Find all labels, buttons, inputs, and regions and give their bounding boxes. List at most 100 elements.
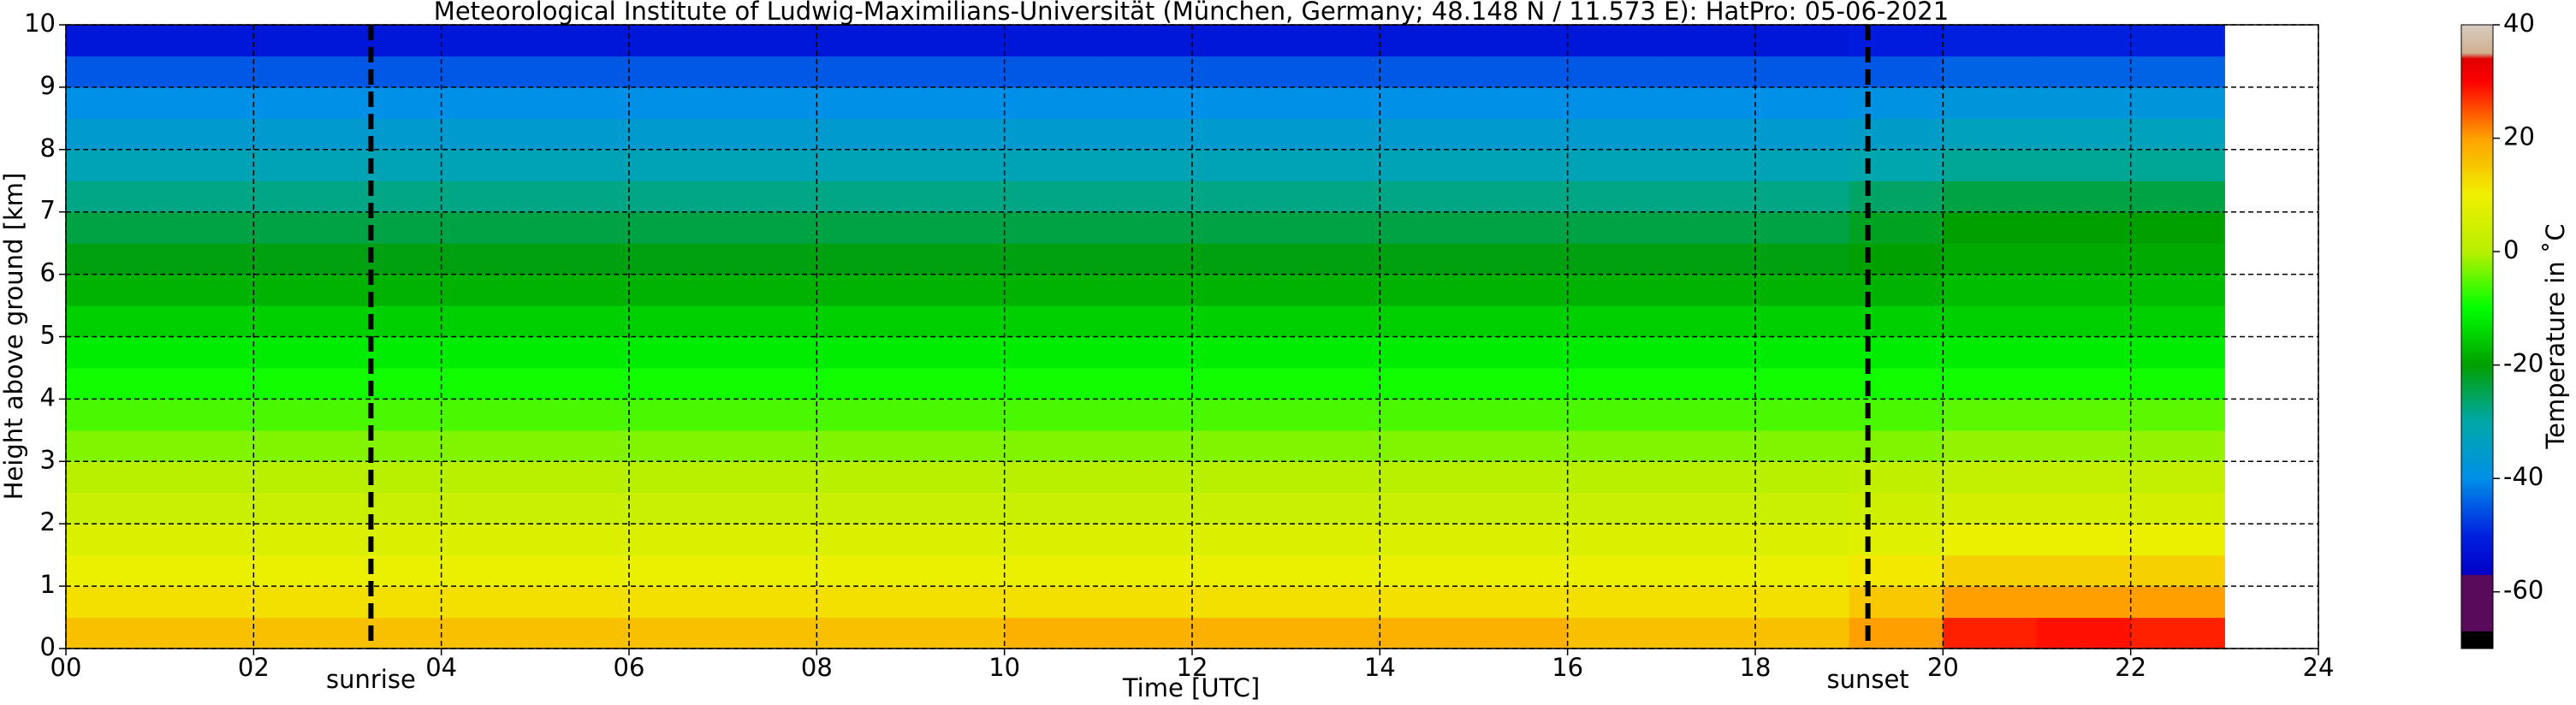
heatmap-cell xyxy=(159,554,254,587)
y-tick-label: 10 xyxy=(24,9,56,38)
heatmap-cell xyxy=(629,305,724,338)
heatmap-cell xyxy=(1755,554,1850,587)
heatmap-cell xyxy=(1661,118,1756,151)
heatmap-cell xyxy=(911,305,1006,338)
heatmap-cell xyxy=(159,367,254,400)
heatmap-cell xyxy=(1849,586,1944,619)
heatmap-cell xyxy=(629,86,724,119)
heatmap-cell xyxy=(2037,617,2132,649)
heatmap-cell xyxy=(1380,399,1475,431)
heatmap-cell xyxy=(441,118,536,151)
heatmap-cell xyxy=(1943,554,2038,587)
heatmap-cell xyxy=(1380,25,1475,57)
heatmap-cell xyxy=(2130,336,2225,369)
heatmap-cell xyxy=(159,25,254,57)
heatmap-cell xyxy=(1943,399,2038,431)
heatmap-cell xyxy=(1943,86,2038,119)
heatmap-cell xyxy=(816,617,911,649)
heatmap-cell xyxy=(911,461,1006,494)
heatmap-cell xyxy=(1661,149,1756,181)
heatmap-cell xyxy=(1567,336,1662,369)
heatmap-cell xyxy=(2130,149,2225,181)
heatmap-cell xyxy=(347,211,442,244)
heatmap-cell xyxy=(1943,367,2038,400)
heatmap-cell xyxy=(2130,181,2225,213)
heatmap-cell xyxy=(535,305,630,338)
x-axis-label: Time [UTC] xyxy=(1122,673,1260,702)
heatmap-cell xyxy=(535,430,630,462)
heatmap-cell xyxy=(1661,274,1756,306)
heatmap-cell xyxy=(159,586,254,619)
heatmap-cell xyxy=(1192,367,1287,400)
heatmap-cell xyxy=(253,586,348,619)
x-tick-label: 00 xyxy=(50,653,82,682)
heatmap-cell xyxy=(347,25,442,57)
heatmap-cell xyxy=(1661,367,1756,400)
heatmap-cell xyxy=(1380,617,1475,649)
heatmap-cell xyxy=(347,524,442,556)
heatmap-cell xyxy=(629,524,724,556)
heatmap-cell xyxy=(1192,181,1287,213)
heatmap-cell xyxy=(1192,25,1287,57)
heatmap-cell xyxy=(1849,461,1944,494)
heatmap-cell xyxy=(1474,86,1569,119)
heatmap-cell xyxy=(629,56,724,88)
heatmap-cell xyxy=(1380,430,1475,462)
heatmap-cell xyxy=(1661,586,1756,619)
heatmap-cell xyxy=(816,305,911,338)
heatmap-cell xyxy=(722,554,817,587)
heatmap-cell xyxy=(1943,617,2038,649)
heatmap-cell xyxy=(2130,274,2225,306)
heatmap-cell xyxy=(629,586,724,619)
heatmap-cell xyxy=(1098,367,1193,400)
heatmap-cell xyxy=(1943,274,2038,306)
heatmap-cell xyxy=(159,336,254,369)
heatmap-cell xyxy=(911,617,1006,649)
heatmap-cell xyxy=(1004,211,1099,244)
heatmap-cell xyxy=(1285,524,1380,556)
heatmap-cell xyxy=(66,86,161,119)
heatmap-cell xyxy=(2130,56,2225,88)
heatmap-cell xyxy=(66,617,161,649)
heatmap-cell xyxy=(1849,118,1944,151)
x-tick-label: 14 xyxy=(1364,653,1396,682)
heatmap-cell xyxy=(911,211,1006,244)
heatmap-cell xyxy=(1098,305,1193,338)
heatmap-cell xyxy=(441,56,536,88)
heatmap-cell xyxy=(1661,86,1756,119)
heatmap-cell xyxy=(722,367,817,400)
heatmap-cell xyxy=(347,118,442,151)
heatmap-cell xyxy=(441,430,536,462)
heatmap-cell xyxy=(1755,430,1850,462)
heatmap-cell xyxy=(253,149,348,181)
heatmap-cell xyxy=(347,461,442,494)
heatmap-cell xyxy=(816,274,911,306)
heatmap-cell xyxy=(441,181,536,213)
heatmap-cell xyxy=(816,336,911,369)
heatmap-cell xyxy=(629,430,724,462)
heatmap-cell xyxy=(1943,56,2038,88)
heatmap-cell xyxy=(1661,461,1756,494)
heatmap-cell xyxy=(1098,86,1193,119)
heatmap-cell xyxy=(1849,336,1944,369)
heatmap-cell xyxy=(66,149,161,181)
heatmap-cell xyxy=(441,149,536,181)
heatmap-cell xyxy=(535,617,630,649)
heatmap-cell xyxy=(2037,367,2132,400)
heatmap-cell xyxy=(1849,274,1944,306)
heatmap-cell xyxy=(441,305,536,338)
heatmap-cell xyxy=(535,149,630,181)
heatmap-cell xyxy=(1943,149,2038,181)
heatmap-cell xyxy=(66,274,161,306)
heatmap-cell xyxy=(911,554,1006,587)
heatmap-cell xyxy=(1849,25,1944,57)
x-tick-label: 10 xyxy=(988,653,1020,682)
heatmap-cell xyxy=(1098,399,1193,431)
heatmap-cell xyxy=(1004,25,1099,57)
heatmap-cell xyxy=(253,430,348,462)
heatmap-cell xyxy=(1849,617,1944,649)
heatmap-cell xyxy=(159,305,254,338)
heatmap-cell xyxy=(1943,118,2038,151)
heatmap-cell xyxy=(159,118,254,151)
